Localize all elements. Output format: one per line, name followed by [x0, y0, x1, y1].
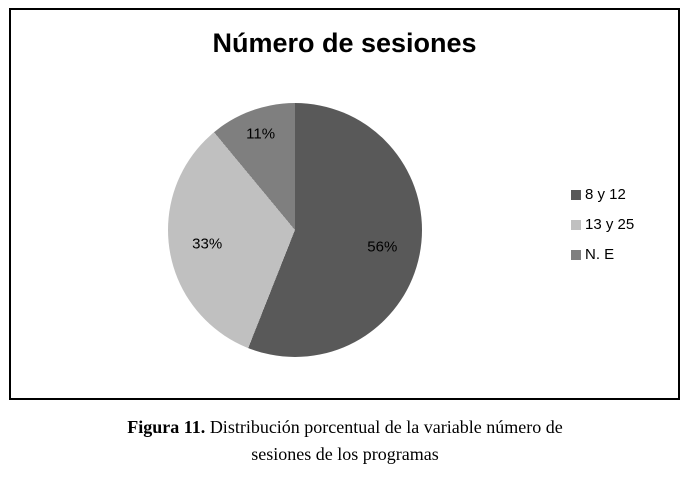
legend-item: N. E [571, 246, 634, 263]
figure-caption: Figura 11. Distribución porcentual de la… [0, 414, 690, 468]
legend-item: 8 y 12 [571, 186, 634, 203]
pie-chart: 56% 33% 11% [168, 103, 422, 357]
pie [168, 103, 422, 357]
figure-caption-label: Figura 11. [127, 417, 206, 437]
figure-caption-text: Distribución porcentual de la variable n… [205, 417, 563, 437]
chart-title: Número de sesiones [212, 28, 477, 58]
legend-item: 13 y 25 [571, 216, 634, 233]
legend-label: 8 y 12 [585, 186, 626, 203]
pie-slice-label: 33% [192, 235, 223, 253]
legend-label: 13 y 25 [585, 216, 635, 233]
legend-swatch [571, 249, 581, 260]
legend-swatch [571, 219, 581, 230]
chart-frame: Número de sesiones 56% 33% 11% 8 y 12 13 y … [9, 8, 680, 400]
figure-caption-line2: sesiones de los programas [251, 444, 439, 464]
legend: 8 y 12 13 y 25 N. E [571, 186, 634, 276]
legend-swatch [571, 189, 581, 200]
pie-slice-label: 11% [246, 125, 276, 143]
pie-slice-label: 56% [367, 238, 398, 256]
legend-label: N. E [585, 246, 615, 263]
